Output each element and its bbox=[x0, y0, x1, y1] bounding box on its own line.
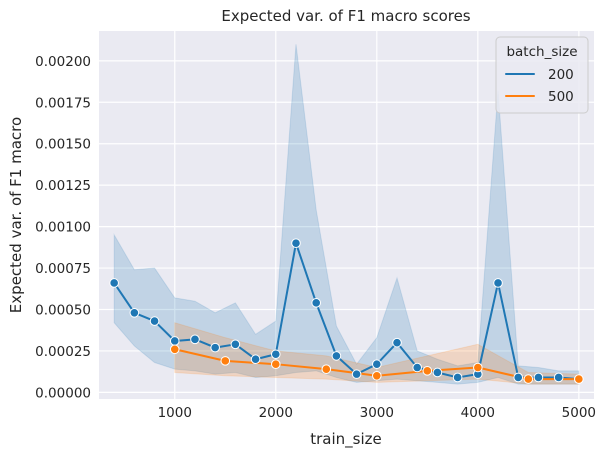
grid bbox=[99, 31, 594, 399]
data-point-500 bbox=[220, 356, 231, 366]
x-tick-label: 1000 bbox=[158, 405, 192, 421]
x-axis-label: train_size bbox=[310, 430, 382, 449]
series-points bbox=[109, 238, 584, 384]
y-tick-label: 0.00125 bbox=[35, 178, 91, 194]
y-tick-label: 0.00050 bbox=[35, 302, 91, 318]
data-point-200 bbox=[210, 342, 220, 353]
x-tick-label: 3000 bbox=[360, 405, 394, 421]
data-point-500 bbox=[372, 370, 382, 381]
y-tick-label: 0.00175 bbox=[35, 95, 91, 111]
ci-band-200 bbox=[113, 44, 580, 385]
legend-label-200: 200 bbox=[548, 67, 574, 83]
y-axis-label: Expected var. of F1 macro bbox=[7, 117, 25, 313]
data-point-200 bbox=[169, 336, 180, 346]
y-tick-label: 0.00100 bbox=[35, 220, 91, 236]
data-point-200 bbox=[392, 337, 402, 348]
data-point-500 bbox=[422, 366, 433, 376]
data-point-500 bbox=[169, 344, 180, 355]
data-point-200 bbox=[190, 334, 200, 345]
y-tick-label: 0.00025 bbox=[35, 344, 91, 360]
data-point-200 bbox=[230, 339, 241, 350]
legend-label-500: 500 bbox=[548, 89, 574, 105]
data-point-200 bbox=[432, 367, 443, 378]
data-point-200 bbox=[553, 372, 564, 383]
data-point-500 bbox=[321, 364, 332, 374]
data-point-200 bbox=[533, 372, 544, 383]
data-point-200 bbox=[149, 316, 160, 326]
data-point-200 bbox=[291, 238, 301, 248]
data-point-200 bbox=[351, 369, 362, 379]
chart-title: Expected var. of F1 macro scores bbox=[221, 7, 470, 25]
y-tick-label: 0.00200 bbox=[35, 54, 91, 70]
y-tick-labels: 0.00000 0.00025 0.00050 0.00075 0.00100 0.001… bbox=[35, 54, 91, 402]
data-point-200 bbox=[331, 351, 342, 361]
data-point-200 bbox=[109, 278, 119, 288]
y-tick-label: 0.00150 bbox=[35, 137, 91, 153]
data-point-500 bbox=[523, 374, 534, 384]
x-tick-label: 5000 bbox=[562, 405, 596, 421]
data-point-500 bbox=[270, 359, 281, 369]
data-point-200 bbox=[311, 298, 321, 308]
y-tick-label: 0.00000 bbox=[35, 385, 91, 401]
data-point-200 bbox=[452, 372, 463, 383]
data-point-200 bbox=[372, 359, 382, 369]
data-point-200 bbox=[412, 362, 423, 373]
legend-title: batch_size bbox=[506, 44, 577, 60]
data-point-200 bbox=[493, 278, 503, 288]
data-point-500 bbox=[574, 374, 584, 384]
x-tick-label: 2000 bbox=[259, 405, 293, 421]
data-point-200 bbox=[250, 354, 261, 365]
data-point-200 bbox=[270, 349, 281, 360]
data-point-200 bbox=[129, 308, 140, 318]
legend: batch_size 200 500 bbox=[495, 36, 589, 114]
y-tick-label: 0.00075 bbox=[35, 261, 91, 277]
x-tick-labels: 1000 2000 3000 4000 5000 bbox=[158, 405, 596, 421]
data-point-500 bbox=[473, 362, 483, 373]
data-point-200 bbox=[513, 372, 524, 383]
legend-box bbox=[495, 36, 589, 114]
x-tick-label: 4000 bbox=[461, 405, 495, 421]
